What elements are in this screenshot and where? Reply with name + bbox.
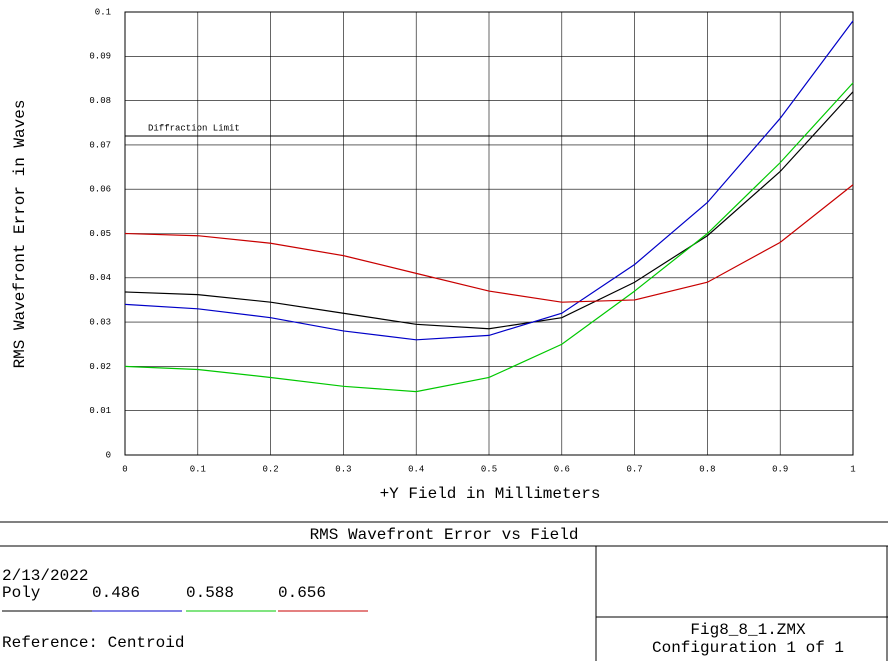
y-tick-label: 0 — [106, 450, 111, 460]
reference: Reference: Centroid — [2, 634, 184, 652]
series-line — [124, 184, 854, 303]
x-tick-label: 0.3 — [335, 464, 351, 474]
y-tick-label: 0.02 — [89, 362, 111, 372]
y-tick-label: 0.08 — [89, 96, 111, 106]
x-tick-label: 0.7 — [626, 464, 642, 474]
date: 2/13/2022 — [2, 567, 88, 585]
x-tick-label: 0 — [122, 464, 127, 474]
x-tick-label: 0.1 — [190, 464, 206, 474]
x-tick-label: 0.4 — [408, 464, 424, 474]
legend-label: 0.486 — [92, 584, 140, 602]
y-tick-label: 0.04 — [89, 273, 111, 283]
chart-title: RMS Wavefront Error vs Field — [310, 526, 579, 544]
x-tick-label: 1 — [850, 464, 855, 474]
footer — [0, 521, 888, 661]
x-tick-label: 0.6 — [554, 464, 570, 474]
x-tick-label: 0.9 — [772, 464, 788, 474]
y-tick-label: 0.05 — [89, 229, 111, 239]
legend-label: Poly — [2, 584, 41, 602]
y-tick-label: 0.06 — [89, 185, 111, 195]
configuration: Configuration 1 of 1 — [652, 639, 844, 657]
series-line — [124, 82, 854, 393]
x-tick-label: 0.5 — [481, 464, 497, 474]
y-tick-label: 0.03 — [89, 317, 111, 327]
x-axis-label: +Y Field in Millimeters — [380, 485, 601, 503]
y-axis-label: RMS Wavefront Error in Waves — [11, 100, 29, 369]
y-tick-label: 0.01 — [89, 406, 111, 416]
legend-label: 0.588 — [186, 584, 234, 602]
y-tick-label: 0.09 — [89, 52, 111, 62]
series-line — [124, 91, 854, 330]
series-line — [124, 20, 854, 341]
legend-label: 0.656 — [278, 584, 326, 602]
y-tick-label: 0.07 — [89, 140, 111, 150]
y-tick-label: 0.1 — [95, 7, 111, 17]
reference-label: Diffraction Limit — [148, 123, 240, 133]
x-tick-label: 0.2 — [262, 464, 278, 474]
x-tick-label: 0.8 — [699, 464, 715, 474]
file-name: Fig8_8_1.ZMX — [690, 621, 806, 639]
